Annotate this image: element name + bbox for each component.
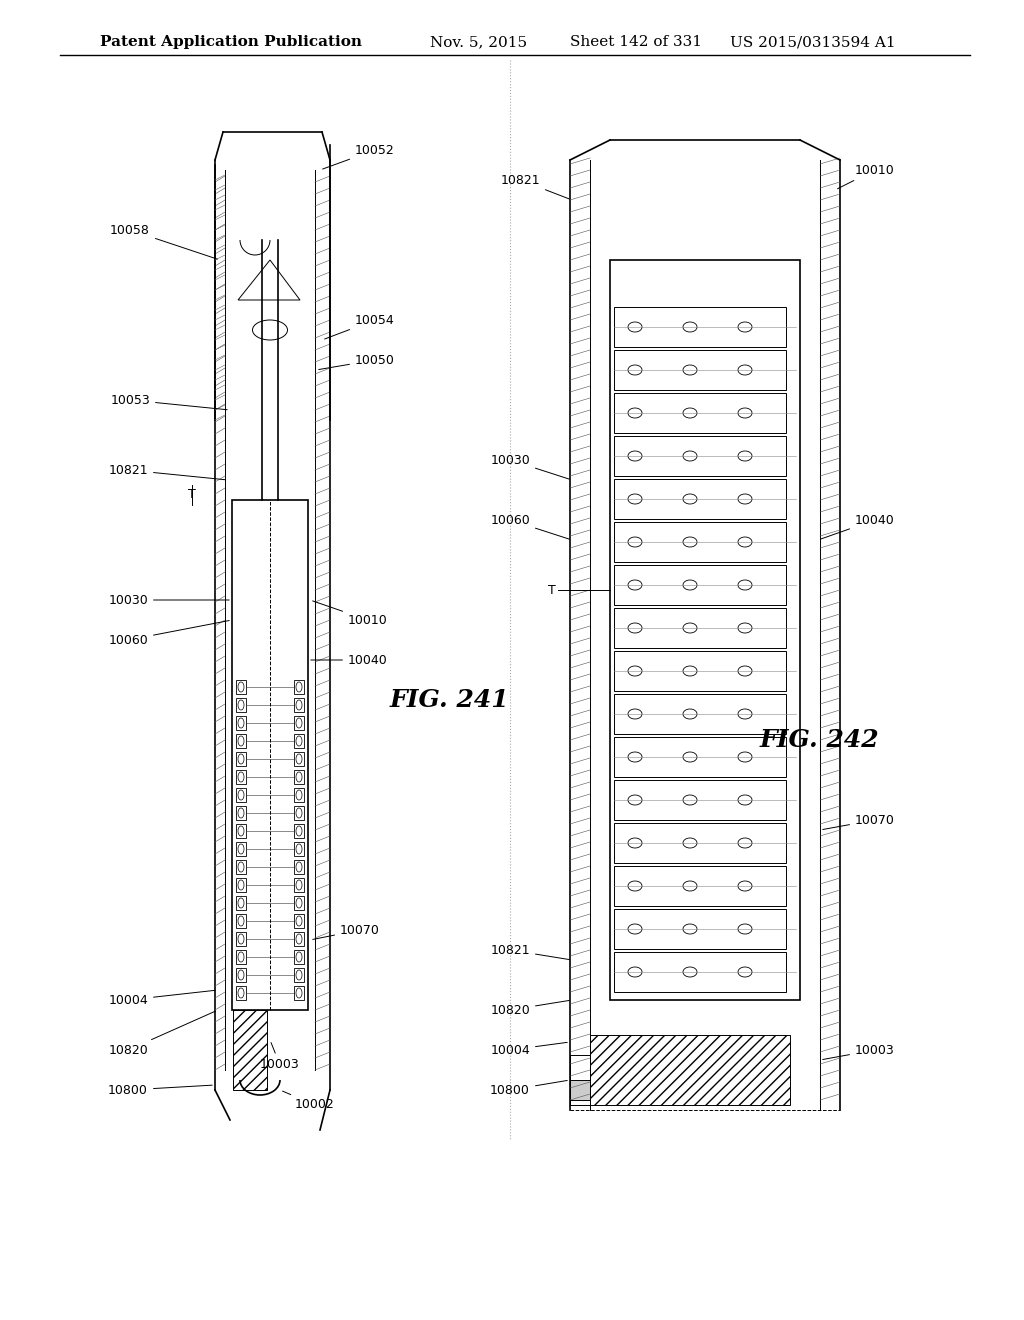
Text: 10820: 10820 (109, 1011, 215, 1056)
Bar (233, 1010, 267, 1090)
Text: Sheet 142 of 331: Sheet 142 of 331 (570, 36, 702, 49)
Bar (294, 698, 304, 711)
Bar (294, 842, 304, 855)
Text: 10003: 10003 (822, 1044, 895, 1060)
Bar (236, 734, 246, 748)
Bar (236, 807, 246, 820)
Text: 10821: 10821 (490, 944, 569, 960)
Bar (610, 260, 800, 1001)
Bar (614, 737, 786, 777)
Bar (614, 651, 786, 690)
Text: 10030: 10030 (109, 594, 229, 606)
Bar (294, 968, 304, 982)
Bar (294, 715, 304, 730)
Bar (614, 350, 786, 389)
Text: 10004: 10004 (109, 990, 215, 1006)
Text: T: T (548, 583, 556, 597)
Bar (294, 950, 304, 964)
Text: 10002: 10002 (283, 1092, 335, 1111)
Bar (236, 896, 246, 909)
Bar (570, 1080, 590, 1100)
Text: 10054: 10054 (325, 314, 394, 339)
Bar (294, 824, 304, 838)
Text: Patent Application Publication: Patent Application Publication (100, 36, 362, 49)
Text: 10040: 10040 (820, 513, 895, 539)
Text: 10004: 10004 (490, 1043, 567, 1056)
Bar (570, 1055, 590, 1105)
Text: FIG. 242: FIG. 242 (760, 729, 880, 752)
Bar (614, 909, 786, 949)
Text: 10053: 10053 (111, 393, 227, 409)
Bar (614, 521, 786, 562)
Bar (236, 932, 246, 946)
Text: 10010: 10010 (312, 601, 388, 627)
Bar (614, 609, 786, 648)
Bar (294, 986, 304, 1001)
Bar (236, 842, 246, 855)
Bar (236, 824, 246, 838)
Text: FIG. 241: FIG. 241 (390, 688, 510, 711)
Bar (614, 694, 786, 734)
Bar (294, 788, 304, 803)
Bar (294, 807, 304, 820)
Text: 10070: 10070 (822, 813, 895, 829)
Bar (614, 866, 786, 906)
Text: 10010: 10010 (838, 164, 895, 189)
Bar (294, 734, 304, 748)
Bar (614, 393, 786, 433)
Bar (236, 680, 246, 694)
Text: 10800: 10800 (109, 1084, 212, 1097)
Text: 10030: 10030 (490, 454, 569, 479)
Text: 10070: 10070 (312, 924, 380, 940)
Bar (294, 932, 304, 946)
Text: 10060: 10060 (490, 513, 569, 539)
Bar (232, 500, 308, 1010)
Bar (614, 822, 786, 863)
Bar (236, 698, 246, 711)
Bar (294, 680, 304, 694)
Bar (614, 308, 786, 347)
Bar (236, 752, 246, 766)
Bar (236, 788, 246, 803)
Bar (294, 913, 304, 928)
Bar (294, 861, 304, 874)
Bar (614, 952, 786, 993)
Bar (236, 715, 246, 730)
Bar (294, 896, 304, 909)
Bar (236, 913, 246, 928)
Bar (236, 968, 246, 982)
Text: T: T (188, 488, 196, 502)
Text: 10052: 10052 (323, 144, 394, 169)
Bar (236, 878, 246, 892)
Text: 10821: 10821 (109, 463, 225, 479)
Bar (294, 752, 304, 766)
Bar (236, 950, 246, 964)
Bar (614, 479, 786, 519)
Text: US 2015/0313594 A1: US 2015/0313594 A1 (730, 36, 896, 49)
Text: 10060: 10060 (109, 620, 229, 647)
Bar (590, 1035, 790, 1105)
Text: 10820: 10820 (490, 1001, 569, 1016)
Bar (294, 878, 304, 892)
Bar (236, 861, 246, 874)
Bar (294, 770, 304, 784)
Text: 10058: 10058 (111, 223, 217, 259)
Text: 10800: 10800 (490, 1081, 567, 1097)
Bar (236, 770, 246, 784)
Text: 10003: 10003 (260, 1043, 300, 1072)
Bar (236, 986, 246, 1001)
Text: 10821: 10821 (501, 173, 569, 199)
Text: Nov. 5, 2015: Nov. 5, 2015 (430, 36, 527, 49)
Bar (614, 565, 786, 605)
Bar (614, 780, 786, 820)
Text: 10040: 10040 (310, 653, 388, 667)
Text: 10050: 10050 (318, 354, 395, 370)
Bar (614, 436, 786, 477)
